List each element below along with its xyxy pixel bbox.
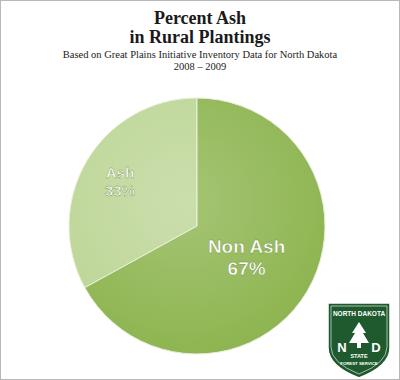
logo: NORTH DAKOTA N DSTATE FOREST SERVICE: [328, 303, 390, 378]
logo-inner-border: [331, 306, 387, 374]
pie: [69, 98, 325, 354]
pie-slice: [85, 98, 325, 354]
logo-text: NORTH DAKOTA: [333, 310, 386, 317]
logo-tree: [349, 322, 369, 348]
chart-root: Percent Ashin Rural Plantings Based on Gr…: [0, 0, 400, 380]
logo-shield: [328, 303, 390, 378]
logo-text: FOREST SERVICE: [340, 361, 378, 366]
logo-text: STATE: [350, 353, 368, 359]
data-label: 33%: [105, 182, 135, 199]
subtitle: Based on Great Plains Initiative Invento…: [63, 49, 338, 60]
chart-svg: Percent Ashin Rural Plantings Based on Gr…: [0, 0, 400, 380]
logo-text: D: [371, 340, 380, 355]
title: in Rural Plantings: [129, 27, 270, 47]
subtitle: 2008 – 2009: [174, 61, 227, 72]
title: Percent Ash: [154, 8, 246, 28]
logo-text: N: [337, 340, 346, 355]
pie-shine: [69, 98, 325, 354]
data-label: 67%: [228, 258, 266, 279]
slice-category: Non Ash: [208, 236, 285, 257]
frame: [1, 1, 400, 380]
slice-category: Ash: [106, 164, 134, 181]
